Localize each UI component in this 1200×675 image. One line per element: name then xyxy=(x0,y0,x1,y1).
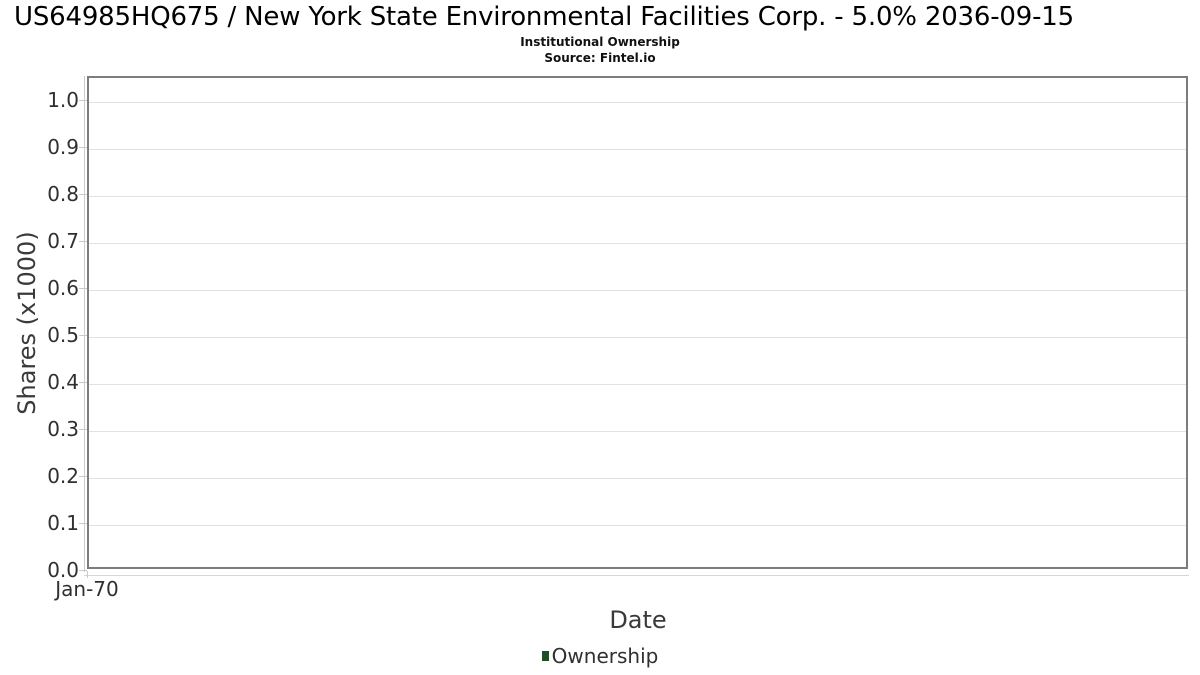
y-tick-label: 0.3 xyxy=(47,417,79,441)
y-tick-mark xyxy=(79,382,87,383)
y-axis-line xyxy=(84,76,85,572)
gridline xyxy=(89,337,1186,338)
y-tick-mark xyxy=(79,476,87,477)
gridline xyxy=(89,431,1186,432)
y-tick-mark xyxy=(79,523,87,524)
gridline xyxy=(89,196,1186,197)
x-axis-title: Date xyxy=(609,606,667,634)
y-tick-mark xyxy=(79,288,87,289)
chart-title: US64985HQ675 / New York State Environmen… xyxy=(14,2,1074,32)
y-tick-mark xyxy=(79,147,87,148)
y-tick-label: 0.8 xyxy=(47,182,79,206)
y-tick-mark xyxy=(79,241,87,242)
gridline xyxy=(89,102,1186,103)
x-tick-label: Jan-70 xyxy=(55,577,119,601)
y-tick-label: 0.0 xyxy=(47,558,79,582)
y-tick-mark xyxy=(79,194,87,195)
legend: Ownership xyxy=(0,644,1200,668)
chart-subtitle: Institutional Ownership xyxy=(520,35,680,49)
gridline xyxy=(89,478,1186,479)
gridline xyxy=(89,525,1186,526)
y-tick-label: 0.5 xyxy=(47,323,79,347)
legend-item-label: Ownership xyxy=(551,644,659,668)
gridline xyxy=(89,290,1186,291)
y-tick-label: 0.4 xyxy=(47,370,79,394)
x-axis-secondary-line xyxy=(84,575,1189,576)
y-tick-label: 1.0 xyxy=(47,88,79,112)
y-tick-mark xyxy=(79,100,87,101)
x-tick-mark xyxy=(87,571,88,578)
y-tick-mark xyxy=(79,570,87,571)
gridline xyxy=(89,384,1186,385)
y-tick-label: 0.9 xyxy=(47,135,79,159)
legend-swatch-icon xyxy=(541,651,549,661)
gridline xyxy=(89,149,1186,150)
y-tick-mark xyxy=(79,335,87,336)
y-tick-label: 0.7 xyxy=(47,229,79,253)
y-tick-label: 0.2 xyxy=(47,464,79,488)
gridline xyxy=(89,243,1186,244)
y-tick-label: 0.6 xyxy=(47,276,79,300)
plot-area xyxy=(87,76,1188,569)
y-tick-mark xyxy=(79,429,87,430)
chart-source: Source: Fintel.io xyxy=(544,51,656,65)
legend-item-ownership[interactable]: Ownership xyxy=(541,644,659,668)
y-tick-label: 0.1 xyxy=(47,511,79,535)
